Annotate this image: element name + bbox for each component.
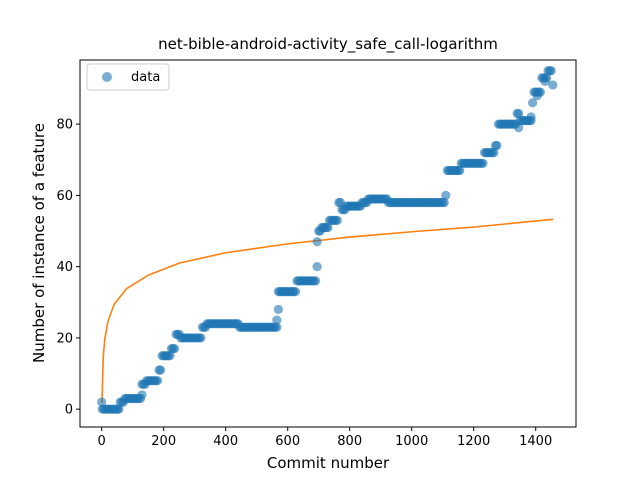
y-tick-label: 0: [65, 403, 73, 418]
data-point: [156, 365, 166, 375]
data-point: [441, 190, 451, 200]
y-tick-label: 40: [56, 260, 73, 275]
x-tick-label: 800: [337, 434, 362, 449]
plot-frame: [79, 59, 577, 428]
plot-area: [80, 60, 576, 427]
data-point: [514, 123, 524, 133]
data-point: [97, 397, 107, 407]
data-point: [528, 98, 538, 108]
data-point: [478, 158, 488, 168]
fit-line-group: [101, 218, 554, 403]
legend-box: [86, 63, 170, 91]
data-point: [152, 376, 163, 386]
y-tick-label: 60: [56, 189, 73, 204]
y-tick-label: 80: [56, 118, 73, 133]
data-point: [312, 262, 322, 272]
data-point: [272, 315, 282, 325]
data-point: [540, 76, 550, 86]
data-point: [114, 404, 124, 414]
chart-title: net-bible-android-activity_safe_call-log…: [158, 35, 498, 54]
data-point: [455, 165, 465, 176]
x-tick-label: 1400: [519, 434, 552, 449]
data-point: [332, 215, 342, 225]
y-axis: 0 20 40 60 80: [56, 118, 80, 418]
data-point: [272, 322, 282, 332]
data-point: [169, 344, 180, 354]
data-point: [514, 108, 524, 119]
data-point: [312, 237, 322, 247]
x-tick-label: 600: [275, 434, 300, 449]
fit-line: [101, 218, 554, 403]
data-point: [273, 304, 283, 315]
data-point: [290, 287, 301, 297]
x-tick-label: 1000: [395, 434, 428, 449]
data-point: [526, 112, 536, 122]
scatter-points-group: [97, 66, 558, 414]
data-point: [532, 91, 542, 101]
x-axis: 0 200 400 600 800 1000 1200 1400: [98, 427, 552, 449]
data-point: [489, 148, 499, 158]
x-tick-label: 1200: [457, 434, 490, 449]
data-point: [196, 333, 206, 343]
data-point: [492, 140, 502, 151]
x-tick-label: 400: [213, 434, 238, 449]
legend-marker-data: [102, 72, 112, 82]
data-point: [548, 80, 558, 90]
data-point: [323, 222, 333, 233]
x-tick-label: 0: [98, 434, 106, 449]
x-axis-title: Commit number: [267, 454, 390, 472]
x-tick-label: 200: [151, 434, 176, 449]
data-point: [311, 276, 321, 286]
y-axis-title: Number of instance of a feature: [30, 123, 48, 363]
data-point: [165, 351, 175, 361]
data-point: [137, 390, 147, 400]
legend: data: [86, 63, 170, 91]
data-point: [546, 66, 556, 76]
y-tick-label: 20: [56, 331, 73, 346]
data-point: [439, 197, 449, 208]
legend-label-data: data: [131, 70, 160, 85]
